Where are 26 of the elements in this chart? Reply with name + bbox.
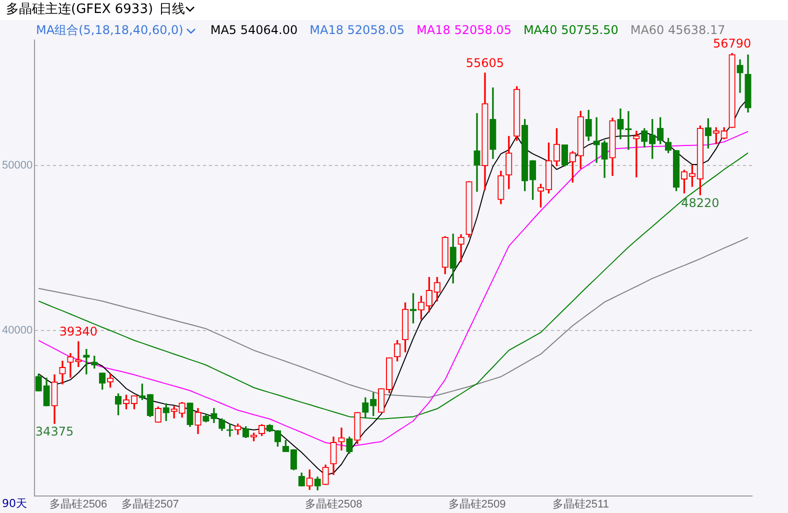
text: MA5 54064.00	[210, 23, 298, 37]
text: MA60 45638.17	[630, 23, 726, 37]
x-tick-label: 多晶硅2511	[552, 497, 609, 510]
x-tick-label: 多晶硅2506	[50, 497, 108, 510]
annotation: 39340	[59, 324, 98, 339]
legend-label: MA18 52058.05	[310, 23, 405, 37]
candlestick	[474, 113, 480, 192]
chart-title: 多晶硅主连(GFEX 6933)	[6, 2, 154, 17]
y-tick-label: 50000	[2, 160, 33, 172]
x-tick-label: 多晶硅2507	[121, 497, 179, 510]
x-tick-label: 多晶硅2508	[304, 497, 362, 510]
annotation: 56790	[712, 36, 752, 50]
y-tick-label: 40000	[2, 324, 33, 337]
candlestick	[67, 353, 74, 378]
candlestick	[593, 117, 600, 163]
annotation: 48220	[681, 196, 720, 210]
text: 90天	[2, 496, 27, 511]
text: MA40 50755.50	[523, 23, 618, 37]
x-tick-label: 多晶硅2509	[448, 497, 506, 510]
annotation: 55605	[466, 56, 504, 70]
annotation: 34375	[35, 424, 74, 439]
candlestick	[736, 59, 744, 93]
legend-title: MA组合(5,18,18,40,60,0)	[36, 23, 184, 37]
text: MA18 52058.05	[416, 23, 512, 37]
candlestick	[338, 428, 345, 451]
chart-subtitle: 日线	[159, 2, 186, 17]
